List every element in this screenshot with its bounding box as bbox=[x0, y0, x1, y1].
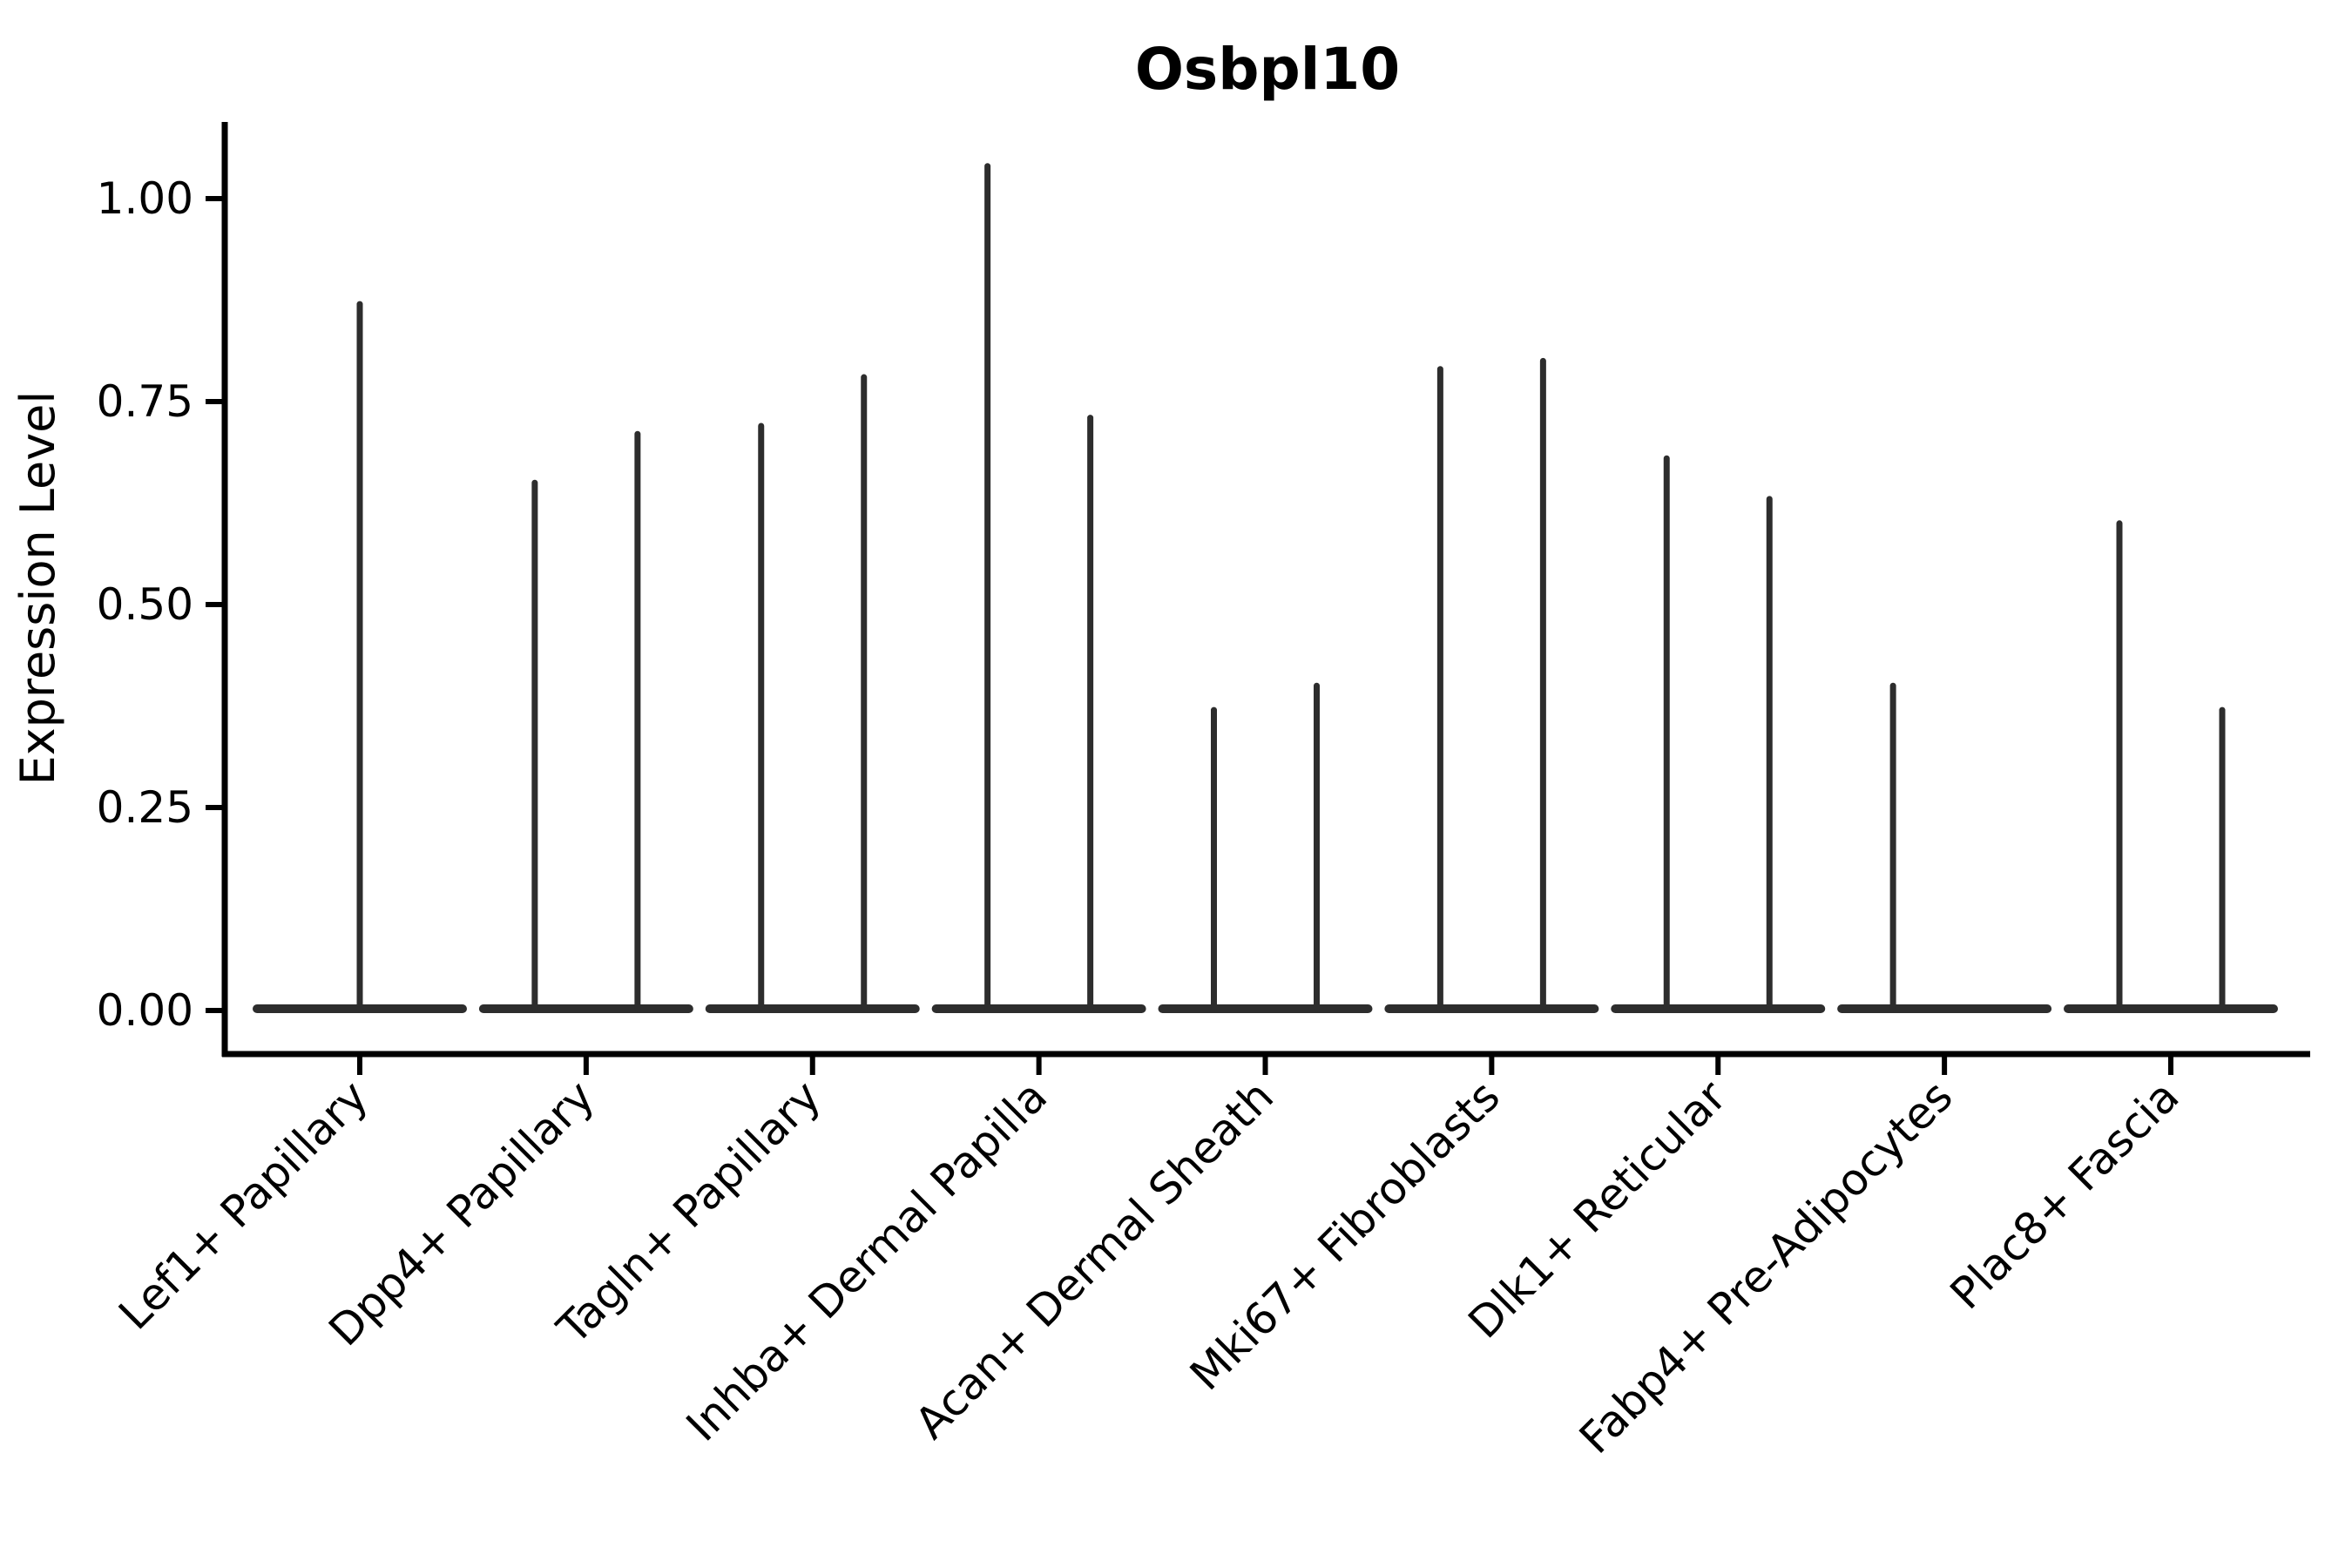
violin bbox=[1611, 455, 1826, 1013]
y-tick-label: 0.50 bbox=[97, 579, 193, 630]
violin bbox=[705, 374, 920, 1013]
violin bbox=[1837, 682, 2052, 1013]
y-tick-label: 0.00 bbox=[97, 985, 193, 1036]
x-category-label: Lef1+ Papillary bbox=[109, 1071, 377, 1339]
violin bbox=[2064, 520, 2278, 1013]
violin bbox=[478, 430, 693, 1013]
chart-title: Osbpl10 bbox=[1135, 36, 1400, 103]
y-axis-label: Expression Level bbox=[10, 391, 65, 786]
y-tick-label: 0.25 bbox=[97, 782, 193, 833]
violin bbox=[931, 163, 1146, 1013]
violin bbox=[1384, 357, 1599, 1013]
x-category-label: Acan+ Dermal Sheath bbox=[905, 1071, 1283, 1449]
x-category-label: Plac8+ Fascia bbox=[1941, 1071, 2189, 1319]
y-tick-label: 1.00 bbox=[97, 173, 193, 224]
x-category-label: Inhba+ Dermal Papilla bbox=[677, 1071, 1057, 1450]
violin bbox=[253, 301, 467, 1013]
x-category-label: Fabp4+ Pre-Adipocytes bbox=[1570, 1071, 1963, 1463]
y-tick-label: 0.75 bbox=[97, 376, 193, 427]
y-axis: 0.00 0.25 0.50 0.75 1.00 bbox=[97, 122, 228, 1057]
violins bbox=[253, 163, 2278, 1013]
violin bbox=[1158, 682, 1373, 1013]
